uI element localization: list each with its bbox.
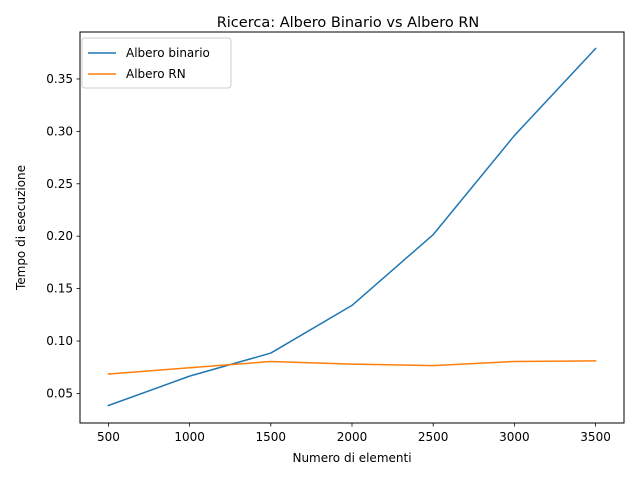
x-axis: 500 1000 1500 2000 2500 3000 3500 — [97, 423, 611, 444]
series-line-1 — [107, 360, 597, 375]
x-tick-label: 1500 — [256, 430, 287, 444]
legend-label-0: Albero binario — [126, 46, 210, 60]
x-tick-label: 3000 — [499, 430, 530, 444]
series-line-0 — [107, 47, 597, 407]
y-tick-label: 0.15 — [46, 282, 73, 296]
x-tick-label: 1000 — [174, 430, 205, 444]
x-tick-label: 2000 — [337, 430, 368, 444]
legend-box — [81, 37, 232, 89]
chart-title: Ricerca: Albero Binario vs Albero RN — [217, 15, 480, 31]
legend: Albero binario Albero RN — [81, 37, 232, 89]
y-tick-label: 0.25 — [46, 177, 73, 191]
plot-area — [107, 47, 597, 407]
y-tick-label: 0.30 — [46, 124, 73, 138]
x-tick-label: 2500 — [418, 430, 449, 444]
y-axis-label: Tempo di esecuzione — [14, 165, 28, 291]
y-axis: 0.05 0.10 0.15 0.20 0.25 0.30 0.35 — [46, 72, 80, 400]
y-tick-label: 0.35 — [46, 72, 73, 86]
x-tick-label: 500 — [97, 430, 120, 444]
y-tick-label: 0.05 — [46, 386, 73, 400]
x-axis-label: Numero di elementi — [292, 451, 411, 465]
legend-label-1: Albero RN — [126, 67, 186, 81]
y-tick-label: 0.20 — [46, 229, 73, 243]
y-tick-label: 0.10 — [46, 334, 73, 348]
x-tick-label: 3500 — [580, 430, 611, 444]
